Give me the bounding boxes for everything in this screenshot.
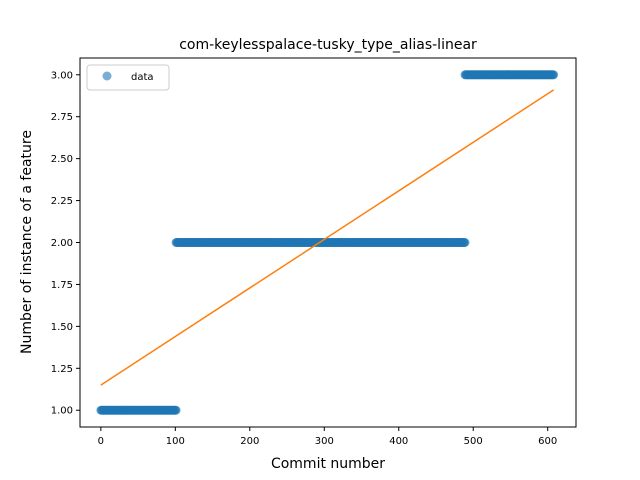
x-tick-label-3: 300 bbox=[315, 436, 334, 447]
y-tick-label-2: 1.50 bbox=[51, 322, 73, 333]
legend-marker-data bbox=[102, 71, 112, 81]
x-axis: 0 100 200 300 400 500 600 bbox=[98, 427, 557, 447]
data-point bbox=[460, 238, 470, 247]
y-tick-label-5: 2.25 bbox=[51, 196, 73, 207]
y-tick-label-4: 2.00 bbox=[51, 238, 73, 249]
data-point bbox=[171, 405, 181, 415]
y-tick-label-0: 1.00 bbox=[51, 406, 73, 417]
x-axis-label: Commit number bbox=[271, 456, 385, 472]
y-axis-label: Number of instance of a feature bbox=[19, 130, 35, 354]
x-tick-label-4: 400 bbox=[389, 436, 408, 447]
y-tick-label-3: 1.75 bbox=[51, 280, 73, 291]
x-tick-label-6: 600 bbox=[538, 436, 557, 447]
plot-area bbox=[96, 70, 559, 415]
data-point bbox=[549, 70, 559, 80]
y-tick-label-8: 3.00 bbox=[51, 70, 73, 81]
x-tick-label-5: 500 bbox=[464, 436, 483, 447]
chart-title: com-keylesspalace-tusky_type_alias-linea… bbox=[179, 37, 477, 53]
x-tick-label-1: 100 bbox=[166, 436, 185, 447]
y-tick-label-1: 1.25 bbox=[51, 364, 73, 375]
x-tick-label-0: 0 bbox=[98, 436, 104, 447]
legend-label-data: data bbox=[131, 72, 154, 83]
y-tick-label-7: 2.75 bbox=[51, 112, 73, 123]
legend: data bbox=[86, 64, 170, 91]
legend-box bbox=[86, 64, 170, 91]
x-tick-label-2: 200 bbox=[240, 436, 259, 447]
y-tick-label-6: 2.50 bbox=[51, 154, 73, 165]
y-axis: 1.00 1.25 1.50 1.75 2.00 2.25 2.50 2.75 3.00 bbox=[51, 70, 80, 417]
linear-fit-line bbox=[100, 89, 555, 386]
